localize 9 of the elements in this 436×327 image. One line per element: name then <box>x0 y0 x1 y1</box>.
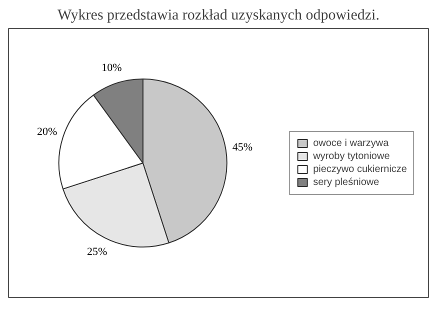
legend-label: wyroby tytoniowe <box>313 150 390 162</box>
data-label: 10% <box>102 62 122 74</box>
data-label: 20% <box>36 126 58 138</box>
legend-label: sery pleśniowe <box>313 176 380 188</box>
data-label: 25% <box>87 246 108 258</box>
legend-label: pieczywo cukiernicze <box>313 164 407 174</box>
legend-label: owoce i warzywa <box>313 138 389 148</box>
data-label: 45% <box>232 141 253 154</box>
chart-title: Wykres przedstawia rozkład uzyskanych odpowiedzi. <box>58 8 380 24</box>
